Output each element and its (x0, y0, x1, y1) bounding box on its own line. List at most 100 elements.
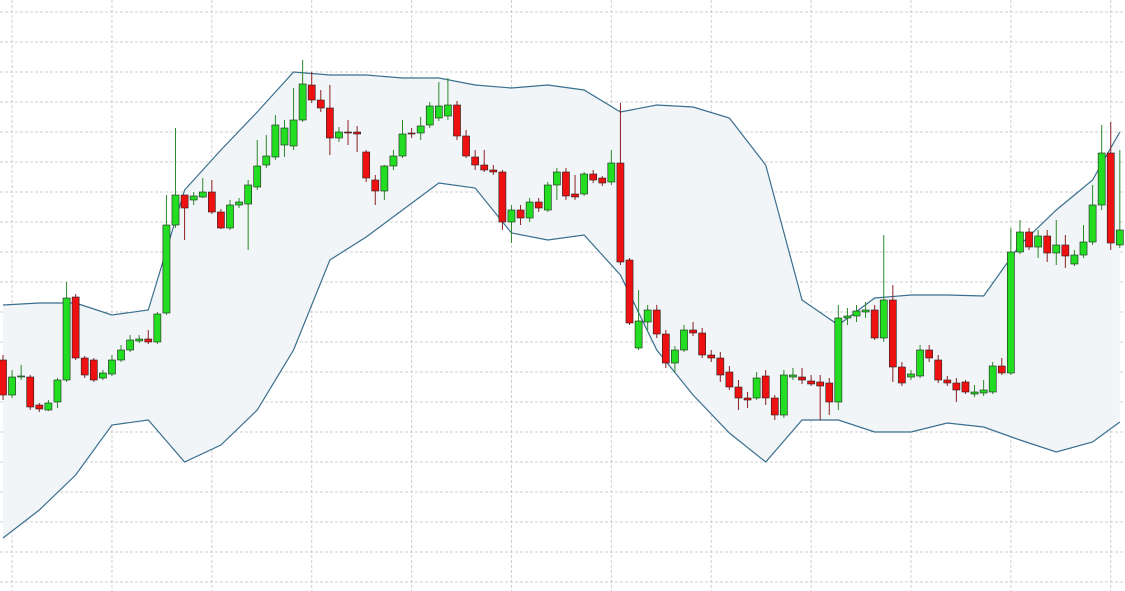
candle-body (571, 193, 579, 198)
candle-body (1097, 152, 1106, 206)
candle-body (553, 171, 561, 186)
candle-body (307, 84, 316, 101)
candle-body (852, 310, 861, 317)
candle-body (226, 204, 234, 229)
candle-body (689, 329, 697, 334)
candle-body (162, 224, 171, 314)
candle-body (925, 349, 933, 359)
candle-body (280, 127, 289, 146)
candle-body (870, 309, 879, 339)
candle-body (1061, 244, 1070, 257)
candle-body (44, 402, 53, 411)
candle-body (289, 119, 298, 147)
candle-body (825, 382, 834, 403)
candle-body (761, 375, 770, 399)
candle-body (344, 131, 352, 134)
candle-body (607, 162, 616, 183)
candle-body (471, 156, 479, 166)
candle-body (516, 209, 525, 219)
candle-body (326, 107, 334, 139)
candle-body (144, 338, 153, 343)
candle-body (126, 339, 134, 351)
candle-body (207, 191, 216, 213)
candle-body (80, 357, 89, 376)
candle-body (898, 366, 906, 384)
candle-body (489, 169, 498, 173)
candle-body (652, 309, 661, 335)
candle-body (453, 104, 461, 137)
candle-body (970, 391, 979, 395)
candle-body (798, 376, 806, 381)
candle-body (843, 315, 852, 319)
candle-body (35, 404, 44, 410)
candle-body (416, 125, 425, 134)
candle-body (1034, 235, 1042, 248)
candle-body (316, 99, 325, 109)
candle-body (434, 105, 443, 119)
candle-body (543, 184, 552, 211)
candle-body (244, 184, 252, 205)
candle-body (425, 105, 434, 126)
candle-body (26, 376, 35, 408)
candle-body (1088, 204, 1097, 243)
candle-body (398, 133, 407, 157)
candle-body (770, 397, 779, 416)
candle-body (725, 371, 734, 388)
candle-body (135, 338, 144, 342)
candle-body (298, 83, 307, 121)
candle-body (916, 349, 924, 377)
candle-body (589, 173, 598, 181)
candle-body (389, 155, 398, 167)
band-upper (2, 71, 1121, 326)
candle-body (743, 397, 752, 401)
candle-body (117, 349, 125, 361)
candle-body (661, 333, 670, 364)
candle-body (580, 173, 588, 195)
candle-body (444, 104, 452, 117)
candle-body (598, 177, 607, 184)
candle-body (625, 259, 634, 324)
candle-body (616, 162, 625, 263)
candle-body (0, 359, 7, 396)
candle-body (235, 201, 243, 206)
candle-body (507, 209, 516, 223)
candle-body (108, 359, 116, 375)
candle-body (8, 376, 16, 396)
candle-body (979, 389, 988, 394)
candle-body (498, 171, 507, 223)
candle-body (1016, 231, 1024, 253)
candle-body (17, 375, 25, 378)
candle-body (1115, 229, 1124, 246)
candle-body (462, 135, 470, 157)
candle-body (189, 195, 198, 201)
candle-body (816, 381, 825, 387)
candle-body (780, 374, 788, 416)
candle-body (680, 329, 688, 351)
candle-body (253, 165, 262, 188)
candle-body (271, 124, 280, 158)
candle-body (698, 332, 706, 356)
candle-body (1106, 152, 1115, 244)
candle-body (1007, 251, 1015, 374)
candle-body (934, 359, 943, 381)
candle-body (707, 354, 716, 359)
candle-body (752, 377, 761, 399)
candle-body (362, 151, 371, 179)
candle-body (480, 164, 489, 171)
candle-body (961, 381, 970, 393)
candle-body (734, 386, 743, 399)
candle-body (371, 179, 380, 192)
candle-body (997, 365, 1006, 374)
candle-body (716, 357, 725, 376)
candle-body (89, 359, 98, 381)
candle-body (861, 309, 870, 313)
candle-body (562, 171, 570, 197)
candle-body (643, 309, 652, 323)
candle-body (198, 191, 207, 198)
candle-body (407, 132, 416, 135)
candle-body (353, 131, 361, 135)
candle-body (1052, 244, 1061, 254)
candle-body (71, 296, 80, 359)
